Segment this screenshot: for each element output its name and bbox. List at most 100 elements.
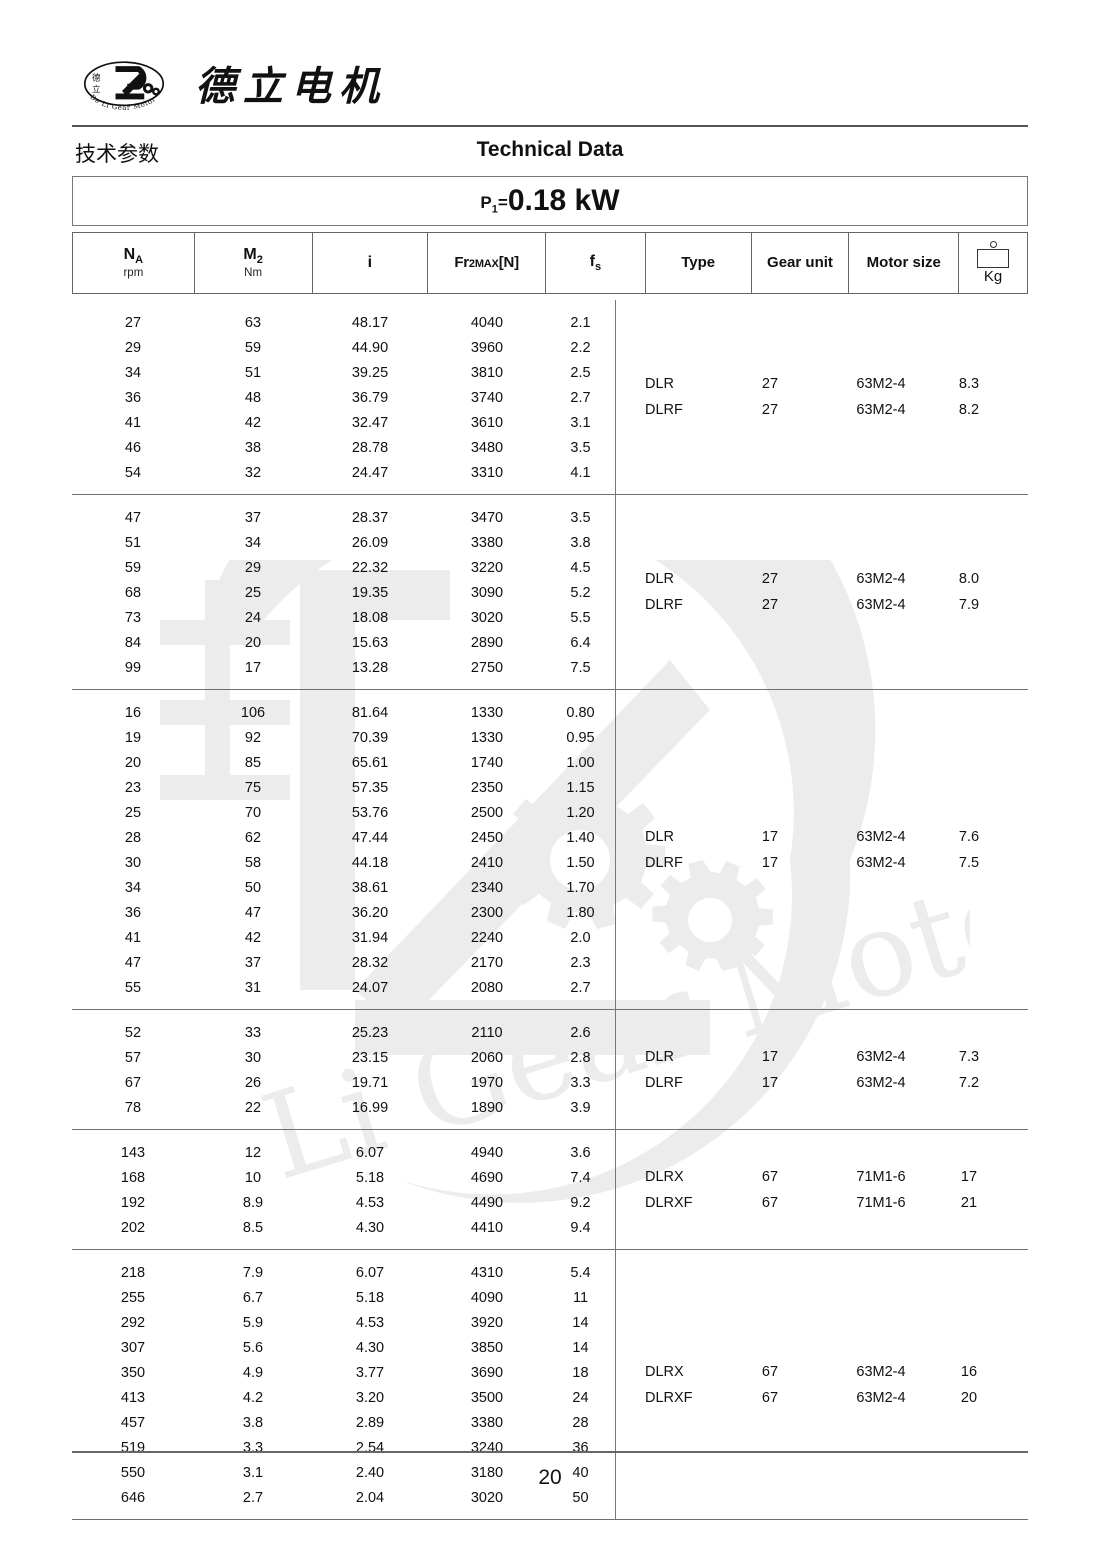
table-block: 52 33 25.23 2110 2.6 57 30 23.15 2060 2.8 67 26 19.7…: [72, 1010, 1028, 1130]
cell-m2: 8.9: [242, 1194, 264, 1211]
spec-row: DLRF 17 63M2-4 7.2: [615, 1070, 1028, 1096]
cell-na: 55: [124, 979, 142, 996]
cell-na: 519: [120, 1439, 146, 1456]
power-subscript: 1: [491, 203, 498, 216]
cell-i: 70.39: [351, 729, 389, 746]
cell-fs: 2.7: [570, 979, 591, 996]
power-equals: =: [497, 193, 508, 212]
table-row: 292 5.9 4.53 3920 14: [72, 1310, 615, 1335]
cell-na: 168: [120, 1169, 146, 1186]
cell-na: 25: [124, 804, 142, 821]
cell-na: 36: [124, 904, 142, 921]
cell-m2: 31: [244, 979, 262, 996]
brand-header: 德 立 De Li Gear Motor 德立电机: [75, 48, 1025, 126]
cell-na: 54: [124, 464, 142, 481]
spec-group: DLR 27 63M2-4 8.0 DLRF 27 63M2-4 7.9: [615, 566, 1028, 618]
cell-fs: 3.3: [570, 1074, 591, 1091]
column-header-m2: M2 Nm: [195, 233, 313, 293]
cell-gear-unit: 17: [761, 1074, 779, 1091]
cell-motor-size: 63M2-4: [856, 1389, 906, 1406]
cell-na: 99: [124, 659, 142, 676]
column-header-type: Type: [646, 233, 752, 293]
footer-divider: [72, 1451, 1028, 1453]
cell-fs: 3.9: [570, 1099, 591, 1116]
cell-weight: 16: [960, 1363, 978, 1380]
cell-fs: 50: [572, 1489, 589, 1506]
cell-m2: 7.9: [242, 1264, 264, 1281]
cell-i: 39.25: [351, 364, 389, 381]
block-specs: DLRX 67 71M1-6 17 DLRXF 67 71M1-6 21: [615, 1130, 1028, 1249]
table-row: 41 42 31.94 2240 2.0: [72, 925, 615, 950]
column-header-i-label: i: [367, 254, 373, 272]
table-row: 255 6.7 5.18 4090 11: [72, 1285, 615, 1310]
cell-motor-size: 63M2-4: [856, 571, 906, 587]
table-row: 41 42 32.47 3610 3.1: [72, 410, 615, 435]
table-block: 143 12 6.07 4940 3.6 168 10 5.18 4690 7.4 192 8.9 4.…: [72, 1130, 1028, 1250]
column-header-fr2max-label: Fr2MAX[N]: [454, 253, 519, 271]
table-block: 27 63 48.17 4040 2.1 29 59 44.90 3960 2.2 34 51 39.2…: [72, 300, 1028, 495]
cell-na: 413: [120, 1389, 146, 1406]
cell-na: 255: [120, 1289, 146, 1306]
cell-fr: 2450: [470, 829, 504, 846]
cell-m2: 75: [244, 779, 262, 796]
table-row: 55 31 24.07 2080 2.7: [72, 975, 615, 1000]
page-number: 20: [538, 1466, 562, 1489]
table-row: 19 92 70.39 1330 0.95: [72, 725, 615, 750]
cell-m2: 17: [244, 659, 262, 676]
cell-fs: 1.40: [566, 829, 595, 846]
column-header-i: i: [313, 233, 429, 293]
cell-fs: 2.5: [570, 364, 591, 381]
cell-i: 25.23: [351, 1024, 389, 1041]
cell-na: 19: [124, 729, 142, 746]
cell-fr: 3480: [470, 439, 504, 456]
cell-i: 22.32: [351, 559, 389, 576]
cell-motor-size: 63M2-4: [856, 597, 906, 613]
svg-text:德: 德: [92, 72, 101, 83]
cell-m2: 25: [244, 584, 262, 601]
page-title-en: Technical Data: [476, 138, 624, 161]
column-header-fr2max: Fr2MAX[N]: [428, 233, 546, 293]
cell-fr: 3920: [470, 1314, 504, 1331]
cell-na: 41: [124, 414, 142, 431]
cell-na: 73: [124, 609, 142, 626]
cell-i: 5.18: [355, 1289, 385, 1306]
cell-fr: 2890: [470, 634, 504, 651]
cell-m2: 8.5: [242, 1219, 264, 1236]
column-header-fs-label: fs: [589, 252, 602, 273]
cell-fs: 5.4: [570, 1264, 591, 1281]
cell-weight: 21: [960, 1194, 978, 1211]
cell-weight: 7.6: [958, 828, 980, 845]
cell-fr: 4490: [470, 1194, 504, 1211]
cell-na: 41: [124, 929, 142, 946]
cell-i: 6.07: [355, 1264, 385, 1281]
cell-m2: 70: [244, 804, 262, 821]
cell-type: DLR: [645, 828, 675, 845]
spec-row: DLRXF 67 71M1-6 21: [615, 1190, 1028, 1216]
table-row: 192 8.9 4.53 4490 9.2: [72, 1190, 615, 1215]
cell-m2: 32: [244, 464, 262, 481]
table-row: 519 3.3 2.54 3240 36: [72, 1435, 615, 1460]
cell-m2: 4.9: [242, 1364, 264, 1381]
cell-gear-unit: 67: [761, 1168, 779, 1185]
cell-fr: 2080: [470, 979, 504, 996]
table-row: 25 70 53.76 2500 1.20: [72, 800, 615, 825]
column-header-na-sub: A: [135, 254, 144, 266]
cell-i: 65.61: [351, 754, 389, 771]
cell-type: DLR: [645, 571, 675, 587]
cell-na: 646: [120, 1489, 146, 1506]
cell-i: 3.77: [355, 1364, 385, 1381]
cell-fs: 0.80: [566, 704, 595, 721]
cell-type: DLRXF: [645, 1389, 693, 1406]
cell-weight: 8.2: [958, 402, 980, 418]
cell-i: 44.90: [351, 339, 389, 356]
cell-motor-size: 71M1-6: [856, 1168, 906, 1185]
cell-m2: 2.7: [242, 1489, 264, 1506]
cell-na: 67: [124, 1074, 142, 1091]
spec-row: DLR 17 63M2-4 7.6: [615, 824, 1028, 850]
cell-i: 26.09: [351, 534, 389, 551]
cell-m2: 22: [244, 1099, 262, 1116]
cell-weight: 20: [960, 1389, 978, 1406]
cell-i: 6.07: [355, 1144, 385, 1161]
cell-fs: 3.6: [570, 1144, 591, 1161]
cell-fs: 11: [572, 1289, 589, 1306]
